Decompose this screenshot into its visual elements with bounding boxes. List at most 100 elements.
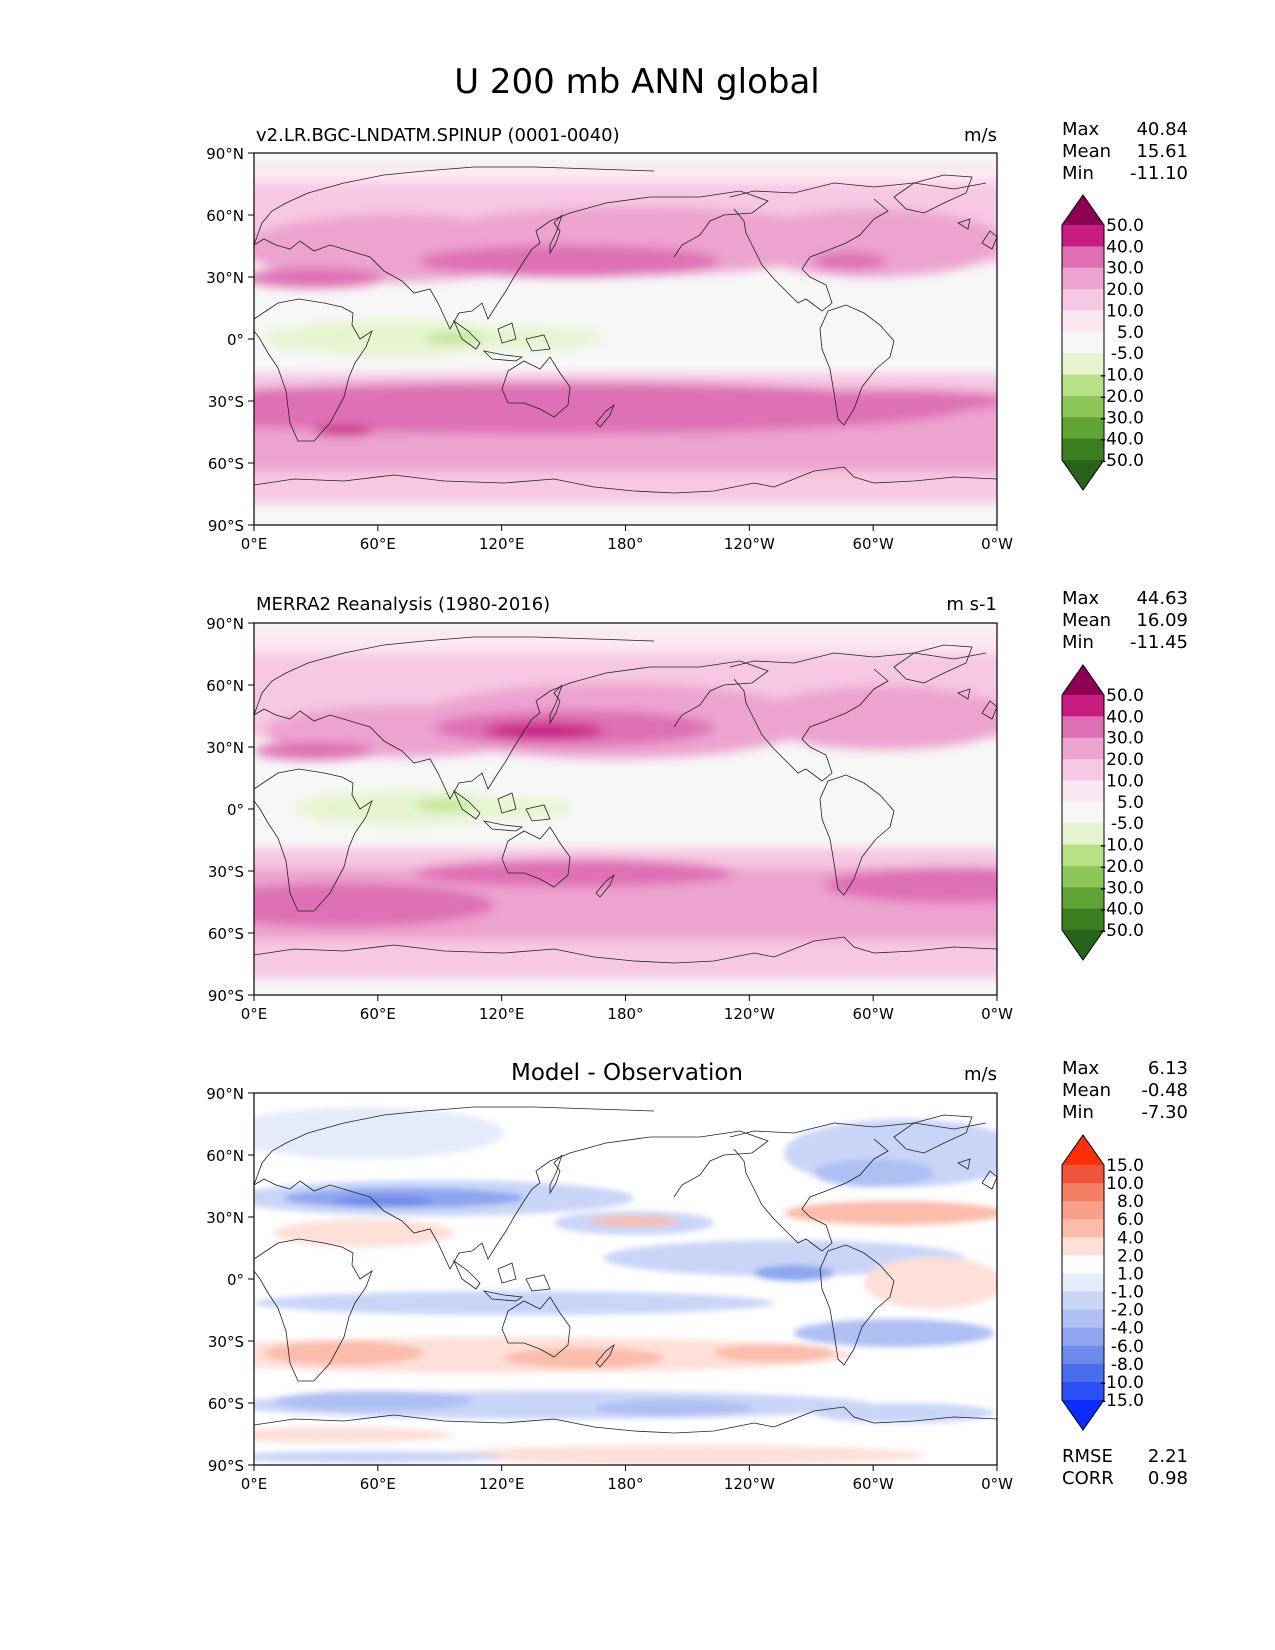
colorbar-tick-label: -40.0	[1100, 430, 1144, 450]
colorbar-segment	[1062, 759, 1104, 781]
colorbar-tick-label: -30.0	[1100, 408, 1144, 428]
stat-label: CORR	[1062, 1468, 1114, 1489]
colorbar-segment	[1062, 1291, 1104, 1311]
lat-tick-label: 0°	[227, 801, 244, 819]
colorbar-segment	[1062, 331, 1104, 354]
colorbar-tick-label: 40.0	[1106, 707, 1144, 727]
colorbar-segment	[1062, 417, 1104, 440]
colorbar-outline	[1061, 664, 1105, 961]
colorbar-tick-label: 1.0	[1117, 1264, 1144, 1284]
colorbar-tick-label: 20.0	[1106, 750, 1144, 770]
stat-label: Mean	[1062, 141, 1111, 162]
colorbar-extend-min	[1062, 460, 1104, 490]
colorbar-segment	[1062, 865, 1104, 888]
colorbar-tick-label: 5.0	[1117, 323, 1144, 343]
colorbar-segment	[1062, 267, 1104, 290]
lat-tick-label: 60°N	[206, 677, 244, 695]
stats-block: Max 44.63 Mean 16.09 Min -11.45	[1062, 588, 1188, 653]
stat-value: 40.84	[1136, 119, 1188, 140]
colorbar-segment	[1062, 1183, 1104, 1202]
stat-value: 0.98	[1148, 1468, 1188, 1489]
colorbar-segment	[1062, 1345, 1104, 1365]
lon-tick-label: 60°E	[360, 1475, 396, 1493]
colorbar-extend-max	[1062, 195, 1104, 225]
stat-value: -0.48	[1141, 1080, 1188, 1101]
lat-tick-label: 30°N	[206, 739, 244, 757]
lon-tick-label: 0°W	[981, 1475, 1013, 1493]
stat-label: Min	[1062, 163, 1094, 184]
lat-ticks: 90°N 60°N 30°N 0° 30°S 60°S 90°S	[206, 1085, 254, 1475]
lat-tick-label: 60°N	[206, 1147, 244, 1165]
stats-block: Max 6.13 Mean -0.48 Min -7.30	[1062, 1058, 1188, 1123]
colorbar-segment	[1062, 844, 1104, 867]
lon-tick-label: 0°W	[981, 535, 1013, 553]
colorbar-tick-label: -50.0	[1100, 921, 1144, 941]
colorbar-segment	[1062, 887, 1104, 910]
colorbar-tick-label: 4.0	[1117, 1228, 1144, 1248]
lat-tick-label: 30°N	[206, 269, 244, 287]
stat-label: Max	[1062, 588, 1100, 609]
lon-tick-label: 120°E	[479, 535, 525, 553]
colorbar-tick-label: -20.0	[1100, 387, 1144, 407]
lon-ticks: 0°E 60°E 120°E 180° 120°W 60°W 0°W	[241, 525, 1013, 553]
stat-label: Max	[1062, 1058, 1100, 1079]
panel-units: m/s	[964, 125, 997, 146]
colorbar-segment	[1062, 1237, 1104, 1256]
panel-units: m s-1	[946, 594, 997, 615]
stat-label: RMSE	[1062, 1446, 1113, 1467]
stat-label: Mean	[1062, 610, 1111, 631]
lon-tick-label: 60°E	[360, 535, 396, 553]
colorbar-segment	[1062, 310, 1104, 333]
map-field-reference	[254, 623, 997, 995]
panel-reference: MERRA2 Reanalysis (1980-2016) m s-1 90°N…	[206, 588, 1188, 1023]
colorbar-segment	[1062, 1381, 1104, 1401]
colorbar-extend-min	[1062, 1400, 1104, 1430]
lon-tick-label: 0°E	[241, 535, 268, 553]
lon-tick-label: 120°E	[479, 1005, 525, 1023]
colorbar-segment	[1062, 1201, 1104, 1220]
colorbar-segment	[1062, 395, 1104, 418]
colorbar-segment	[1062, 780, 1104, 803]
lat-tick-label: 90°N	[206, 145, 244, 163]
stat-value: 2.21	[1148, 1446, 1188, 1467]
colorbar-tick-label: 6.0	[1117, 1210, 1144, 1230]
colorbar-segment	[1062, 289, 1104, 311]
stat-value: -11.45	[1130, 632, 1188, 653]
colorbar-segment	[1062, 908, 1104, 931]
colorbar-tick-label: 10.0	[1106, 771, 1144, 791]
lon-tick-label: 0°E	[241, 1005, 268, 1023]
colorbar: 50.040.030.020.010.05.0-5.0-10.0-20.0-30…	[1061, 664, 1144, 961]
lat-tick-label: 90°N	[206, 615, 244, 633]
colorbar: 15.010.08.06.04.02.01.0-1.0-2.0-4.0-6.0-…	[1061, 1134, 1144, 1431]
lon-ticks: 0°E 60°E 120°E 180° 120°W 60°W 0°W	[241, 1465, 1013, 1493]
lat-tick-label: 60°S	[208, 455, 244, 473]
colorbar-segment	[1062, 695, 1104, 717]
panel-difference: Model - Observation m/s 90°N 60°N 30°N 0° 30…	[206, 1058, 1188, 1493]
panel-center-title: Model - Observation	[511, 1060, 743, 1086]
colorbar-tick-label: -5.0	[1111, 814, 1144, 834]
lon-tick-label: 180°	[607, 1475, 643, 1493]
lat-tick-label: 0°	[227, 1271, 244, 1289]
colorbar-segment	[1062, 246, 1104, 269]
colorbar-segment	[1062, 1363, 1104, 1383]
colorbar-tick-label: -20.0	[1100, 857, 1144, 877]
colorbar-tick-label: -1.0	[1111, 1283, 1144, 1303]
colorbar-segment	[1062, 1165, 1104, 1184]
colorbar-tick-label: 30.0	[1106, 259, 1144, 279]
lon-tick-label: 180°	[607, 535, 643, 553]
colorbar-tick-label: 20.0	[1106, 280, 1144, 300]
colorbar-tick-label: -4.0	[1111, 1319, 1144, 1339]
colorbar-extend-max	[1062, 1135, 1104, 1165]
colorbar-tick-label: 10.0	[1106, 301, 1144, 321]
colorbar-tick-label: 8.0	[1117, 1192, 1144, 1212]
colorbar-segment	[1062, 1273, 1104, 1293]
colorbar-tick-label: -10.0	[1100, 366, 1144, 386]
colorbar-segment	[1062, 225, 1104, 247]
colorbar-segment	[1062, 801, 1104, 824]
lon-ticks: 0°E 60°E 120°E 180° 120°W 60°W 0°W	[241, 995, 1013, 1023]
error-stats: RMSE 2.21 CORR 0.98	[1062, 1446, 1188, 1489]
colorbar-outline	[1061, 194, 1105, 491]
lon-tick-label: 60°W	[852, 535, 894, 553]
map-field-difference	[254, 1093, 997, 1465]
stat-value: 44.63	[1136, 588, 1188, 609]
